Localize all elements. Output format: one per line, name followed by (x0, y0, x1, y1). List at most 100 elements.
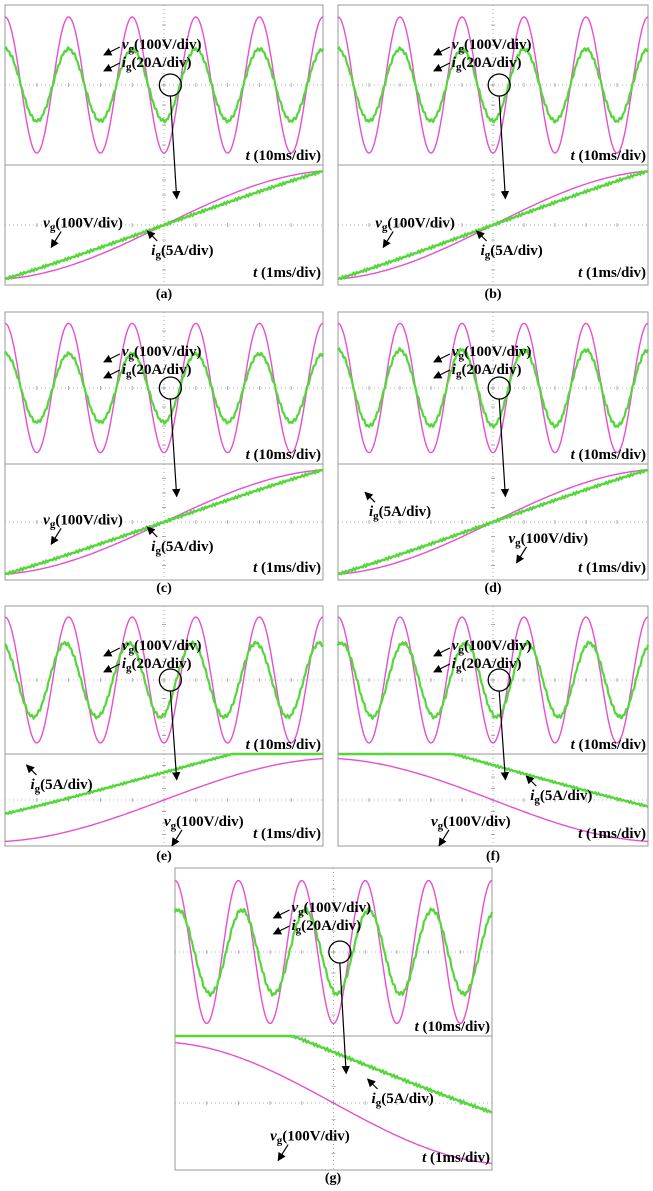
panel-a-top-vg-trace (4, 16, 324, 154)
panel-b-zoom-arrow (498, 95, 510, 200)
panel-b-vg-bottom-label-subscript: g (382, 221, 388, 233)
panel-g-caption: (g) (325, 1171, 342, 1186)
panel-e-ig-bottom-label-scale: (5A/div) (40, 777, 93, 793)
panel-g-time-top-symbol: t (415, 1019, 423, 1035)
panel-d-ig-top-label-subscript: g (456, 368, 462, 380)
panel-d-time-top-value: (10ms/div) (579, 447, 647, 463)
panel-g-zoom-arrow (339, 962, 350, 1075)
panel-d-ig-top-arrow (433, 369, 451, 379)
panel-c-vg-top-arrow (103, 353, 121, 363)
panel-g-ig-top-label-symbol: i (291, 918, 296, 934)
panel-d-time-bottom-value: (1ms/div) (586, 560, 646, 576)
panel-c-time-top-symbol: t (246, 447, 254, 463)
panel-e-vg-top-label-scale: (100V/div) (134, 638, 202, 654)
panel-d-ig-bottom-label-subscript: g (373, 510, 379, 522)
panel-c-ig-bottom-label: ig(5A/div) (151, 539, 213, 557)
panel-e-ig-bottom-label-symbol: i (30, 777, 35, 793)
panel-b-ig-top-label-subscript: g (456, 61, 462, 73)
panel-c-vg-bottom-label-scale: (100V/div) (55, 512, 123, 528)
panel-c-zoom-arrow (169, 398, 181, 498)
panel-e-time-bottom-symbol: t (253, 826, 261, 842)
panel-f: vg(100V/div)ig(20A/div)t (10ms/div)t (1m… (336, 605, 650, 864)
panel-d-ig-bottom-label: ig(5A/div) (369, 504, 431, 522)
panel-f-ig-top-label-subscript: g (456, 662, 462, 674)
panel-b-ig-top-label-scale: (20A/div) (461, 55, 521, 71)
panel-f-ig-top-label-symbol: i (452, 656, 457, 672)
panel-d: vg(100V/div) ig(20A/div) t (10ms/div)t (1m… (336, 311, 650, 596)
panel-b-time-bottom-value: (1ms/div) (586, 265, 646, 281)
panel-a-ig-bottom-label-subscript: g (155, 249, 161, 261)
panel-f-bottom-ig-trace (338, 752, 649, 808)
panel-f-vg-top-label-symbol: v (452, 638, 459, 654)
panel-c-ig-top-label-scale: (20A/div) (132, 362, 192, 378)
panel-a-ig-bottom-label: ig(5A/div) (151, 243, 213, 261)
panel-g-ig-top-arrow (272, 925, 290, 935)
panel-b-vg-bottom-label: vg(100V/div) (375, 215, 455, 233)
panel-g-ig-top-label-scale: (20A/div) (301, 918, 361, 934)
panel-a-vg-bottom-label-subscript: g (50, 221, 56, 233)
panel-c-time-bottom-symbol: t (253, 560, 261, 576)
panel-a-time-bottom-symbol: t (253, 265, 261, 281)
panel-b-vg-bottom-arrow (382, 231, 394, 249)
panel-g-time-bottom-symbol: t (422, 1150, 430, 1166)
panel-f-ig-bottom-label: ig(5A/div) (530, 788, 592, 806)
panel-e-vg-bottom-label-symbol: v (164, 814, 171, 830)
panel-g-vg-top-label-symbol: v (291, 900, 298, 916)
panel-c: vg(100V/div)ig(20A/div)t (10ms/div)t (1m… (3, 311, 325, 596)
panel-f-ig-top-label: ig(20A/div) (452, 656, 522, 674)
panel-d-ig-bottom-arrow (364, 491, 376, 503)
panel-g-time-bottom-value: (1ms/div) (430, 1150, 490, 1166)
panel-c-ig-top-label-symbol: i (122, 362, 127, 378)
panel-g-time-top-value: (10ms/div) (423, 1019, 491, 1035)
panel-a-vg-top-label-subscript: g (129, 43, 135, 55)
panel-g-ig-bottom-label-scale: (5A/div) (381, 1091, 434, 1107)
panel-f-time-bottom: t (1ms/div) (578, 826, 646, 842)
panel-b-ig-top-arrow (433, 62, 451, 72)
panel-e-time-bottom-value: (1ms/div) (261, 826, 321, 842)
panel-d-top-vg-trace (337, 322, 649, 454)
panel-f-ig-top-arrow (433, 663, 451, 673)
panel-c-bottom-ig-trace (4, 468, 324, 576)
panel-g-vg-top-label-scale: (100V/div) (304, 900, 372, 916)
panel-e-time-bottom: t (1ms/div) (253, 826, 321, 842)
panel-f-zoom-arrow (498, 690, 510, 781)
panel-c-ig-top-label: ig(20A/div) (122, 362, 192, 380)
panel-g-bottom-ig-trace (175, 1034, 493, 1114)
panel-d-ig-top-label: ig(20A/div) (452, 362, 522, 380)
panel-c-ig-bottom-label-scale: (5A/div) (161, 539, 214, 555)
panel-e-bottom-vg-trace (4, 757, 324, 843)
panel-g-vg-top-label: vg(100V/div) (291, 900, 371, 918)
panel-d-time-top-symbol: t (571, 447, 579, 463)
panel-f-bottom-vg-trace (337, 757, 649, 843)
panel-f-vg-top-arrow (433, 647, 451, 657)
panel-b-ig-bottom-label-subscript: g (485, 249, 491, 261)
panel-d-vg-bottom-label: vg(100V/div) (509, 531, 589, 549)
panel-g-top-vg-trace (174, 879, 493, 1025)
panel-d-zoom-arrow (498, 398, 510, 498)
panel-f-ig-bottom-label-symbol: i (530, 788, 535, 804)
panel-a-vg-bottom-label: vg(100V/div) (43, 215, 123, 233)
panel-a-time-bottom-value: (1ms/div) (261, 265, 321, 281)
panel-c-top-vg-trace (4, 322, 324, 454)
panel-e: vg(100V/div)ig(20A/div)t (10ms/div)t (1m… (4, 605, 324, 864)
panel-e-time-top-value: (10ms/div) (254, 737, 322, 753)
panel-d-vg-top-label-scale: (100V/div) (464, 344, 532, 360)
panel-d-bottom-ig-trace (337, 468, 649, 576)
panel-c-vg-top-label: vg(100V/div) (122, 344, 202, 362)
panel-c-top-ig-trace (3, 350, 325, 426)
panel-b-ig-top-label: ig(20A/div) (452, 55, 522, 73)
panel-g: vg(100V/div)ig(20A/div)t (10ms/div)t (1m… (173, 867, 494, 1186)
panel-c-vg-top-label-scale: (100V/div) (134, 344, 202, 360)
panel-d-time-top: t (10ms/div) (571, 447, 646, 463)
panel-g-ig-top-label: ig(20A/div) (291, 918, 361, 936)
panel-a-time-top-symbol: t (246, 148, 254, 164)
panel-b-vg-top-label-subscript: g (458, 43, 464, 55)
panel-a-time-top-value: (10ms/div) (254, 148, 322, 164)
panel-f-caption: (f) (486, 849, 500, 864)
panel-b-time-top: t (10ms/div) (571, 148, 646, 164)
panel-e-time-top: t (10ms/div) (246, 737, 321, 753)
panel-b-caption: (b) (484, 287, 501, 302)
panel-g-ig-bottom-label-subscript: g (376, 1097, 382, 1109)
panel-a-vg-bottom-label-scale: (100V/div) (55, 215, 123, 231)
